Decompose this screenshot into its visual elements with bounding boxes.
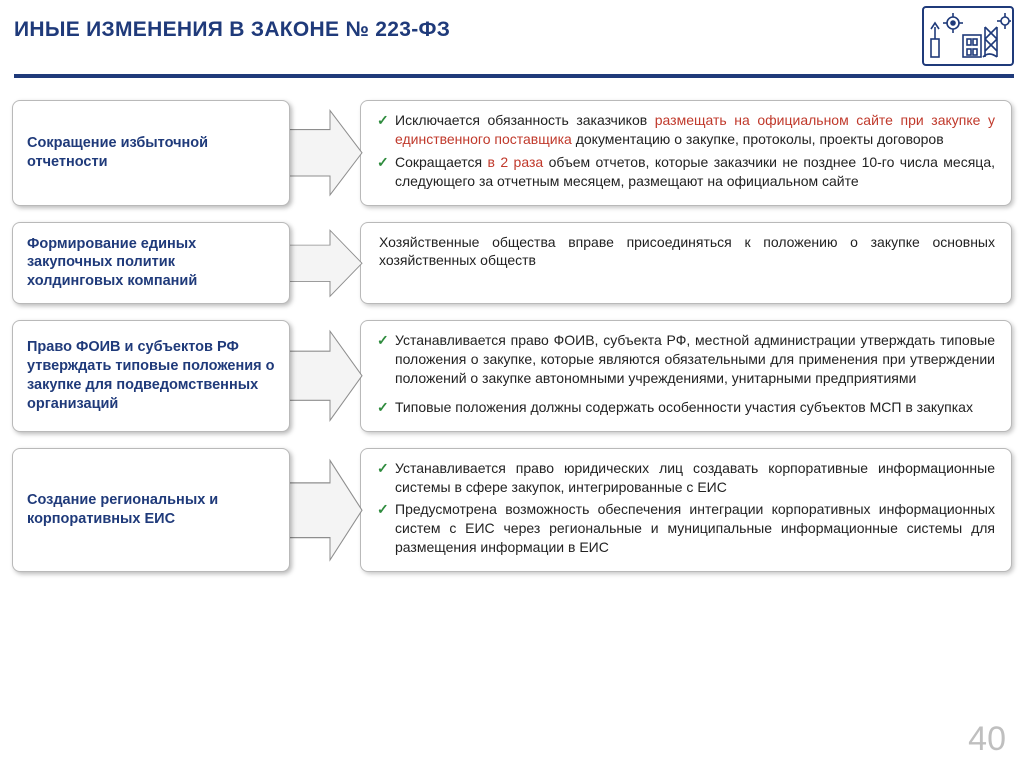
left-label-box: Создание региональных и корпоративных ЕИ…: [12, 448, 290, 572]
diagram-row: Создание региональных и корпоративных ЕИ…: [12, 448, 1012, 572]
right-detail-box: Исключается обязанность заказчиков разме…: [360, 100, 1012, 206]
arrow-icon: [290, 320, 360, 432]
diagram-row: Формирование единых закупочных политик х…: [12, 222, 1012, 305]
plain-text: Хозяйственные общества вправе присоединя…: [375, 233, 995, 271]
list-item: Предусмотрена возможность обеспечения ин…: [375, 500, 995, 557]
left-label-box: Формирование единых закупочных политик х…: [12, 222, 290, 305]
left-label-box: Право ФОИВ и субъектов РФ утверждать тип…: [12, 320, 290, 432]
right-detail-box: Устанавливается право ФОИВ, субъекта РФ,…: [360, 320, 1012, 432]
list-item: Исключается обязанность заказчиков разме…: [375, 111, 995, 149]
right-detail-box: Хозяйственные общества вправе присоединя…: [360, 222, 1012, 305]
list-item: Типовые положения должны содержать особе…: [375, 398, 995, 417]
arrow-icon: [290, 100, 360, 206]
left-label-box: Сокращение избыточной отчетности: [12, 100, 290, 206]
diagram-content: Сокращение избыточной отчетности Исключа…: [0, 78, 1024, 572]
list-item: Сокращается в 2 раза объем отчетов, кото…: [375, 153, 995, 191]
logo-icon: [922, 6, 1014, 66]
page-title: ИНЫЕ ИЗМЕНЕНИЯ В ЗАКОНЕ № 223-ФЗ: [14, 18, 450, 42]
arrow-icon: [290, 222, 360, 305]
diagram-row: Право ФОИВ и субъектов РФ утверждать тип…: [12, 320, 1012, 432]
list-item: Устанавливается право ФОИВ, субъекта РФ,…: [375, 331, 995, 388]
list-item: Устанавливается право юридических лиц со…: [375, 459, 995, 497]
arrow-icon: [290, 448, 360, 572]
right-detail-box: Устанавливается право юридических лиц со…: [360, 448, 1012, 572]
page-number: 40: [968, 720, 1006, 759]
diagram-row: Сокращение избыточной отчетности Исключа…: [12, 100, 1012, 206]
